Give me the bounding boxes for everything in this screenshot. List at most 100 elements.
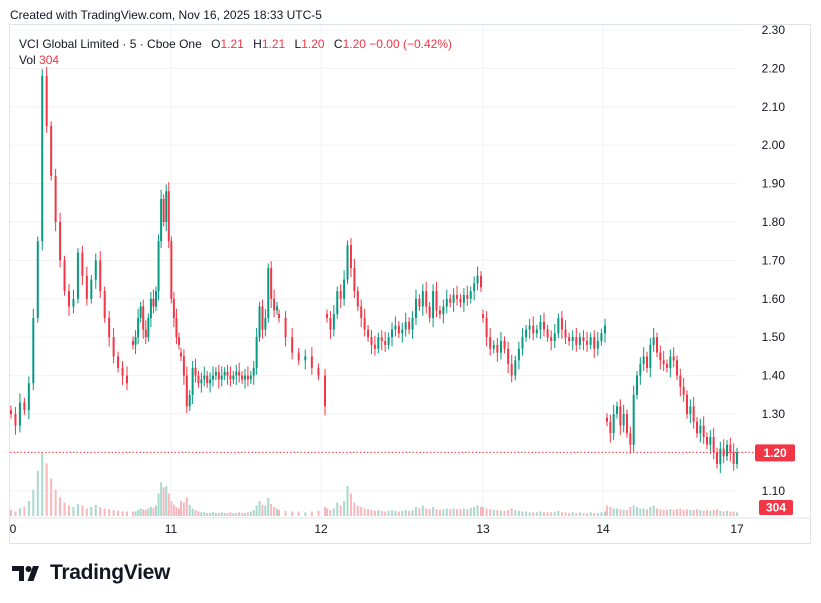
candle[interactable] [666, 359, 668, 373]
candle[interactable] [564, 320, 567, 345]
candle[interactable] [476, 266, 479, 291]
candle[interactable] [18, 393, 21, 433]
candle[interactable] [612, 404, 615, 441]
candle[interactable] [722, 439, 725, 464]
candle[interactable] [343, 270, 346, 306]
candle[interactable] [349, 238, 352, 278]
candle[interactable] [367, 324, 370, 342]
candle[interactable] [418, 294, 421, 312]
candle[interactable] [682, 377, 685, 402]
candle[interactable] [270, 261, 273, 309]
candle[interactable] [550, 330, 553, 351]
candle[interactable] [716, 447, 718, 469]
candle[interactable] [435, 281, 438, 318]
candle[interactable] [152, 289, 155, 314]
candle[interactable] [112, 327, 115, 364]
candle[interactable] [63, 255, 66, 296]
candle[interactable] [469, 286, 472, 304]
candle[interactable] [68, 284, 70, 316]
candle[interactable] [273, 289, 276, 318]
candle[interactable] [23, 397, 26, 415]
candle[interactable] [200, 372, 203, 393]
candle[interactable] [517, 341, 520, 370]
candle[interactable] [267, 263, 270, 323]
candle[interactable] [332, 304, 335, 337]
candle[interactable] [557, 313, 560, 338]
candle[interactable] [622, 404, 625, 433]
candle[interactable] [525, 324, 528, 342]
candle[interactable] [384, 331, 387, 352]
candle[interactable] [172, 291, 175, 328]
candle[interactable] [482, 309, 484, 323]
candle[interactable] [600, 328, 603, 346]
candle[interactable] [510, 354, 513, 383]
candle[interactable] [696, 417, 698, 438]
candle[interactable] [466, 285, 469, 306]
candle[interactable] [175, 308, 178, 345]
candle[interactable] [408, 317, 411, 335]
candle[interactable] [297, 347, 300, 365]
candle[interactable] [652, 327, 655, 352]
candle[interactable] [258, 301, 261, 342]
candle[interactable] [692, 397, 695, 429]
candle[interactable] [649, 337, 652, 378]
candle[interactable] [492, 340, 495, 354]
candle[interactable] [578, 332, 581, 350]
candle[interactable] [356, 286, 359, 312]
candle[interactable] [363, 308, 366, 337]
candle[interactable] [276, 301, 278, 315]
candle[interactable] [449, 294, 452, 308]
candle[interactable] [137, 308, 140, 345]
candle[interactable] [496, 337, 499, 362]
candle[interactable] [391, 322, 394, 347]
candle[interactable] [377, 332, 380, 354]
candle[interactable] [149, 291, 152, 328]
candle[interactable] [586, 331, 589, 352]
candle[interactable] [669, 349, 672, 378]
candle[interactable] [421, 284, 424, 316]
candle[interactable] [507, 341, 510, 374]
candle[interactable] [699, 418, 702, 443]
candle[interactable] [676, 355, 678, 381]
candle[interactable] [626, 409, 628, 438]
candle[interactable] [619, 399, 622, 435]
candle[interactable] [244, 368, 246, 389]
candle[interactable] [736, 447, 738, 469]
candle[interactable] [346, 240, 349, 285]
candle[interactable] [596, 331, 599, 356]
candle[interactable] [291, 327, 294, 360]
candle[interactable] [729, 437, 732, 462]
candle[interactable] [194, 358, 197, 383]
candle[interactable] [656, 332, 658, 358]
candle[interactable] [425, 281, 428, 314]
candle[interactable] [232, 370, 235, 385]
candle[interactable] [445, 289, 448, 314]
candle[interactable] [646, 351, 648, 373]
candle[interactable] [360, 299, 363, 328]
candle[interactable] [142, 299, 145, 339]
candle[interactable] [170, 236, 173, 304]
candle[interactable] [582, 330, 585, 351]
candle[interactable] [489, 327, 492, 356]
current-volume-label[interactable]: 304 [759, 500, 793, 515]
candle[interactable] [155, 286, 157, 312]
candle[interactable] [85, 266, 88, 306]
candle[interactable] [672, 347, 675, 368]
candle[interactable] [134, 330, 137, 355]
candle[interactable] [662, 351, 665, 371]
candle[interactable] [686, 390, 688, 419]
candle[interactable] [719, 441, 722, 474]
candle[interactable] [304, 349, 307, 370]
candle[interactable] [397, 321, 400, 338]
candle[interactable] [45, 66, 48, 133]
candle[interactable] [639, 357, 642, 385]
candle[interactable] [223, 367, 226, 381]
candle[interactable] [726, 440, 728, 461]
candle[interactable] [462, 288, 465, 312]
candle[interactable] [241, 370, 244, 385]
candle[interactable] [629, 426, 632, 454]
candle[interactable] [571, 330, 574, 351]
candle[interactable] [401, 322, 404, 343]
candle[interactable] [209, 372, 212, 393]
candle[interactable] [99, 251, 102, 299]
